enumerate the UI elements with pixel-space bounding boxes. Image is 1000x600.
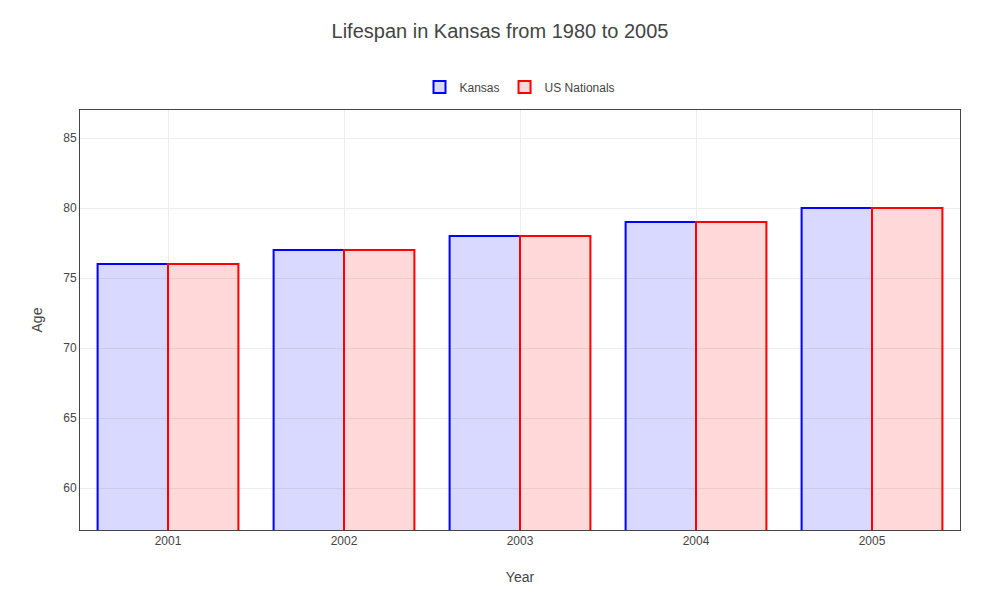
svg-text:Age: Age bbox=[29, 307, 45, 332]
svg-text:2004: 2004 bbox=[683, 534, 710, 548]
svg-text:US Nationals: US Nationals bbox=[545, 81, 615, 95]
svg-text:80: 80 bbox=[63, 201, 77, 215]
svg-text:2003: 2003 bbox=[507, 534, 534, 548]
svg-text:70: 70 bbox=[63, 341, 77, 355]
svg-text:2001: 2001 bbox=[155, 534, 182, 548]
svg-text:85: 85 bbox=[63, 131, 77, 145]
svg-text:75: 75 bbox=[63, 271, 77, 285]
svg-text:65: 65 bbox=[63, 411, 77, 425]
svg-text:2002: 2002 bbox=[331, 534, 358, 548]
svg-text:Lifespan in Kansas from 1980 t: Lifespan in Kansas from 1980 to 2005 bbox=[332, 20, 669, 42]
svg-text:60: 60 bbox=[63, 481, 77, 495]
svg-text:2005: 2005 bbox=[859, 534, 886, 548]
svg-text:Kansas: Kansas bbox=[460, 81, 500, 95]
svg-text:Year: Year bbox=[506, 569, 535, 585]
